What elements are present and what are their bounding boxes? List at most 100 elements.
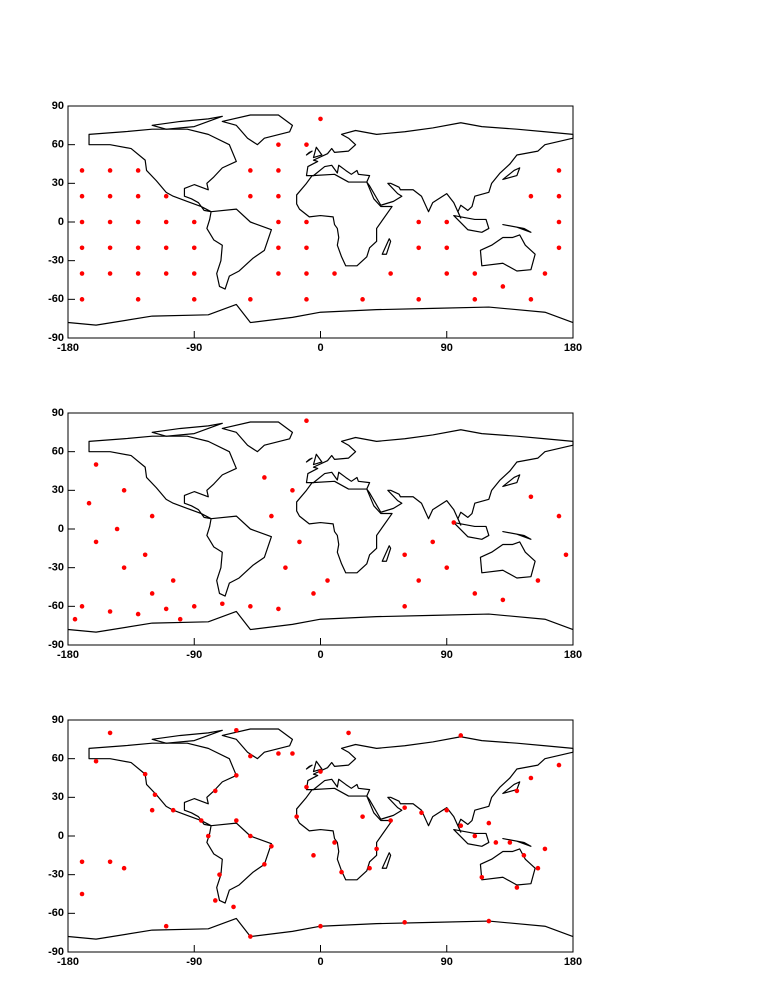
data-point: [325, 578, 330, 583]
data-point: [283, 565, 288, 570]
data-point: [472, 591, 478, 596]
coastline: [67, 421, 574, 633]
data-point: [402, 805, 407, 810]
data-point: [276, 606, 281, 612]
data-point: [402, 552, 407, 558]
data-point: [304, 219, 309, 225]
data-point: [234, 773, 239, 778]
data-point: [262, 862, 267, 867]
data-point: [304, 142, 309, 147]
plot-frame: [67, 719, 574, 953]
data-point: [444, 245, 450, 251]
data-point: [262, 475, 267, 480]
data-point: [107, 219, 113, 225]
x-tick-label: -90: [186, 956, 202, 968]
data-point: [107, 168, 113, 173]
data-point: [79, 245, 85, 251]
data-point: [444, 271, 450, 276]
data-point: [234, 728, 239, 733]
x-tick-label: 0: [317, 649, 323, 661]
data-point: [528, 297, 534, 302]
y-tick-label: 30: [52, 484, 64, 496]
data-point: [93, 462, 99, 467]
data-point: [367, 865, 372, 871]
data-point: [248, 604, 253, 609]
data-point: [191, 604, 197, 609]
y-tick-label: 0: [58, 830, 64, 842]
data-point: [248, 297, 253, 302]
data-point: [458, 733, 464, 738]
data-point: [135, 297, 141, 302]
data-point: [163, 923, 169, 929]
data-point: [294, 814, 299, 819]
data-point: [430, 539, 436, 545]
data-point: [521, 853, 527, 858]
y-tick-label: -90: [48, 639, 64, 651]
data-point: [191, 271, 197, 276]
data-point: [93, 758, 99, 764]
data-point: [500, 284, 506, 289]
y-tick-label: -30: [48, 869, 64, 881]
y-tick-label: -60: [48, 293, 64, 305]
data-point: [486, 918, 492, 924]
data-point: [388, 271, 393, 276]
data-point: [304, 418, 309, 424]
data-point: [402, 920, 407, 925]
data-point: [304, 784, 309, 790]
data-point: [107, 245, 113, 251]
data-point: [535, 865, 541, 871]
data-point: [472, 297, 478, 302]
data-point: [346, 730, 351, 736]
y-tick-label: -90: [48, 946, 64, 958]
data-point: [231, 904, 236, 910]
data-point: [217, 872, 222, 877]
y-tick-label: 90: [52, 100, 64, 112]
data-point: [177, 616, 183, 622]
data-point: [479, 874, 485, 880]
data-point: [297, 539, 302, 545]
data-point: [535, 578, 541, 583]
data-point: [234, 818, 239, 823]
data-point: [360, 814, 365, 819]
data-point: [507, 840, 513, 845]
data-point: [191, 245, 197, 251]
coastline: [67, 728, 574, 940]
x-tick-label: 90: [441, 342, 453, 354]
data-point: [528, 193, 534, 199]
data-point: [304, 245, 309, 251]
data-point: [79, 891, 85, 897]
data-point: [248, 193, 253, 199]
y-tick-label: 60: [52, 753, 64, 765]
data-point: [205, 833, 211, 839]
data-point: [79, 193, 85, 199]
data-point: [135, 271, 141, 276]
y-tick-label: 60: [52, 139, 64, 151]
data-point: [304, 297, 309, 302]
data-point: [556, 762, 562, 768]
data-point: [86, 500, 92, 506]
x-tick-label: 180: [564, 649, 582, 661]
y-tick-label: -90: [48, 332, 64, 344]
data-point: [191, 219, 197, 225]
data-point: [528, 775, 534, 781]
data-point: [121, 565, 127, 570]
data-point: [269, 844, 274, 849]
data-point: [290, 751, 295, 756]
data-point: [248, 753, 253, 759]
data-point: [93, 539, 99, 545]
data-point: [416, 219, 421, 225]
y-tick-label: 0: [58, 216, 64, 228]
data-point: [269, 513, 274, 519]
y-tick-label: 0: [58, 523, 64, 535]
data-point: [563, 552, 569, 558]
data-point: [472, 271, 478, 276]
data-point: [248, 833, 253, 839]
data-point: [142, 771, 148, 777]
data-point: [107, 859, 113, 865]
data-point: [276, 219, 281, 225]
data-point: [458, 823, 464, 828]
data-point: [542, 846, 548, 852]
data-point: [248, 168, 253, 173]
data-point: [191, 297, 197, 302]
data-point: [121, 865, 127, 871]
